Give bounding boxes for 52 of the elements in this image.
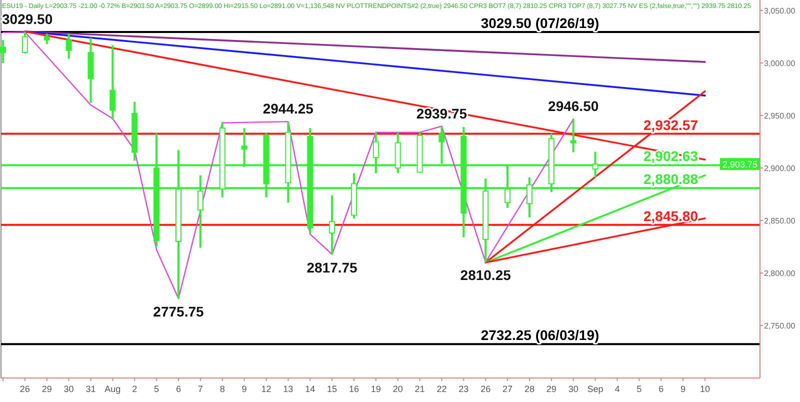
x-tick-label: 30 (568, 384, 578, 394)
x-tick-label: 26 (480, 384, 491, 394)
x-tick-label: 22 (436, 384, 447, 394)
x-tick-label: 5 (636, 384, 642, 394)
annotation: 3029.50 (2, 11, 53, 28)
y-tick-label: 2,800.00 (764, 269, 796, 278)
ref-line-label: 2,845.80 (644, 208, 698, 224)
x-tick-label: 8 (220, 384, 225, 394)
x-tick-label: 4 (614, 384, 620, 394)
x-tick-label: 21 (414, 384, 425, 394)
text: 2,903.75 (722, 160, 758, 170)
x-tick-label: 14 (305, 384, 316, 394)
x-tick-label: 2 (132, 384, 138, 394)
annotation: 2946.50 (548, 98, 599, 114)
x-tick-label: Aug (104, 384, 121, 394)
ref-line-label: 2732.25 (06/03/19) (480, 327, 600, 344)
x-tick-label: 16 (348, 384, 359, 394)
ref-line-label: 2,902.63 (644, 148, 698, 164)
y-tick-label: 2,900.00 (764, 164, 796, 173)
ref-line-label: 2,880.88 (644, 171, 698, 188)
y-tick-label: 2,950.00 (764, 112, 796, 120)
x-tick-label: 6 (176, 384, 181, 394)
x-tick-label: 31 (86, 384, 96, 394)
x-tick-label: 29 (546, 384, 556, 394)
x-tick-label: 9 (680, 384, 686, 394)
x-tick-label: 26 (20, 384, 30, 394)
x-tick-label: 13 (283, 384, 294, 394)
x-tick-label: 20 (392, 384, 403, 394)
x-tick-label: Sep (587, 384, 604, 394)
x-tick-label: 5 (154, 384, 160, 394)
x-tick-label: 28 (524, 384, 534, 394)
x-tick-label: 30 (64, 384, 74, 394)
annotation: 2775.75 (153, 303, 204, 320)
x-tick-label: 12 (261, 384, 272, 394)
y-tick-label: 3,050.00 (764, 6, 796, 16)
x-tick-label: 10 (700, 384, 710, 394)
x-tick-label: 27 (502, 384, 513, 394)
x-tick-label: 9 (242, 384, 247, 394)
x-tick-label: 23 (458, 384, 469, 394)
x-tick-label: 6 (658, 384, 664, 394)
x-tick-label: 19 (370, 384, 381, 394)
annotation: 2817.75 (306, 259, 358, 276)
y-tick-label: 2,850.00 (764, 216, 796, 226)
y-tick-label: 3,000.00 (764, 59, 796, 68)
ref-line-label: 3029.50 (07/26/19) (480, 15, 600, 32)
annotation: 2939.75 (416, 105, 468, 122)
annotation: 2810.25 (460, 267, 512, 284)
x-tick-label: 7 (198, 384, 203, 394)
y-tick-label: 2,750.00 (764, 322, 796, 330)
annotation: 2944.25 (262, 100, 314, 117)
x-tick-label: 15 (327, 384, 338, 394)
x-tick-label: 29 (42, 384, 52, 394)
